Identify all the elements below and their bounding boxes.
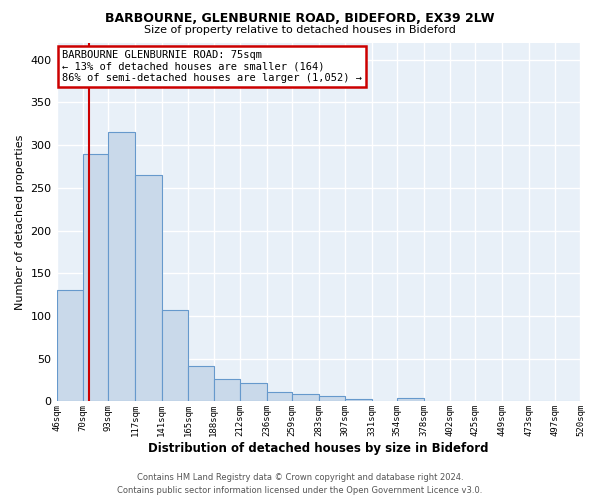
Text: BARBOURNE GLENBURNIE ROAD: 75sqm
← 13% of detached houses are smaller (164)
86% : BARBOURNE GLENBURNIE ROAD: 75sqm ← 13% o…: [62, 50, 362, 83]
Bar: [292, 394, 319, 402]
Bar: [319, 396, 345, 402]
Bar: [188, 366, 214, 402]
Bar: [109, 132, 135, 402]
Text: Size of property relative to detached houses in Bideford: Size of property relative to detached ho…: [144, 25, 456, 35]
Y-axis label: Number of detached properties: Number of detached properties: [15, 134, 25, 310]
Bar: [345, 399, 371, 402]
Bar: [214, 379, 240, 402]
Bar: [56, 290, 83, 402]
Bar: [161, 310, 188, 402]
Bar: [397, 398, 424, 402]
X-axis label: Distribution of detached houses by size in Bideford: Distribution of detached houses by size …: [148, 442, 489, 455]
Bar: [240, 382, 266, 402]
Bar: [266, 392, 292, 402]
Bar: [135, 175, 161, 402]
Text: BARBOURNE, GLENBURNIE ROAD, BIDEFORD, EX39 2LW: BARBOURNE, GLENBURNIE ROAD, BIDEFORD, EX…: [105, 12, 495, 26]
Bar: [83, 154, 109, 402]
Text: Contains HM Land Registry data © Crown copyright and database right 2024.
Contai: Contains HM Land Registry data © Crown c…: [118, 474, 482, 495]
